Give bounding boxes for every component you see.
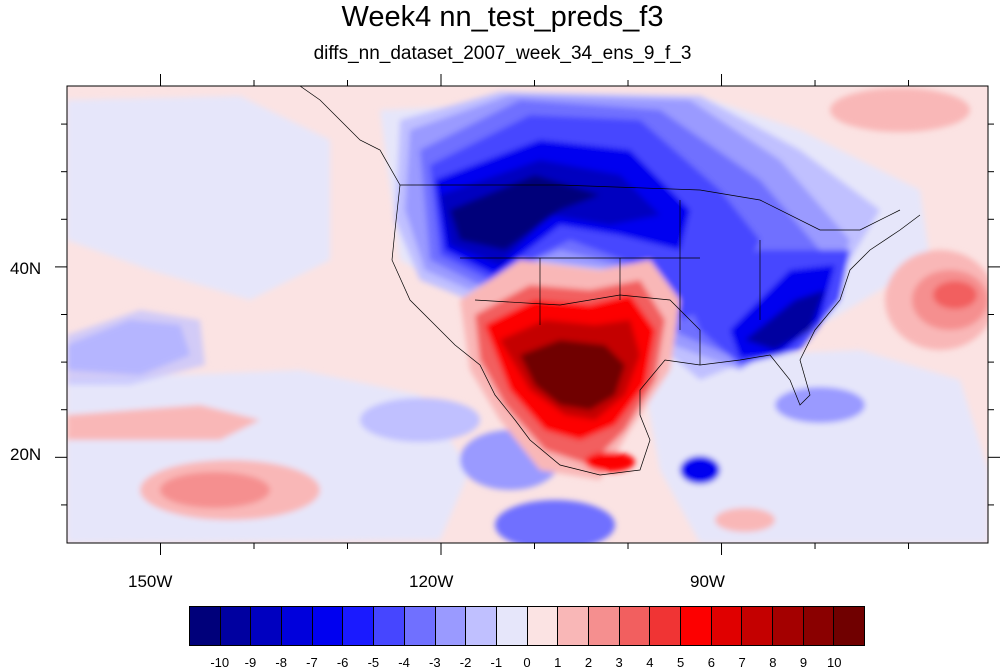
colorbar-swatch (220, 607, 252, 645)
coastline-borders (299, 86, 921, 476)
positive-anomaly-region (585, 452, 635, 472)
colorbar-tick-label: 9 (799, 655, 808, 670)
negative-anomaly-region (67, 310, 205, 385)
axis-ticks (55, 74, 1000, 555)
lon-label-120w: 120W (409, 572, 454, 591)
colorbar-swatch (681, 607, 712, 645)
colorbar-swatch (251, 607, 283, 645)
colorbar-swatch (711, 607, 743, 645)
negative-anomaly-region (680, 456, 720, 484)
positive-anomaly-region (520, 340, 625, 410)
negative-anomaly-region (745, 290, 825, 350)
colorbar-swatch (374, 607, 405, 645)
colorbar-tick-label: 10 (827, 655, 842, 670)
colorbar-swatch (742, 607, 774, 645)
colorbar-tick-label: 1 (554, 655, 562, 670)
lon-label-90w: 90W (690, 572, 725, 591)
weak-negative-region (640, 350, 988, 543)
map-subtitle: diffs_nn_dataset_2007_week_34_ens_9_f_3 (313, 43, 692, 64)
colorbar-swatch (527, 607, 559, 645)
colorbar-tick-label: -3 (429, 655, 441, 670)
negative-anomaly-region (450, 175, 600, 250)
colorbar-swatch (496, 607, 528, 645)
map-title: Week4 nn_test_preds_f3 (341, 1, 664, 33)
colorbar-tick-label: 4 (646, 655, 654, 670)
colorbar-tick-label: -10 (210, 655, 230, 670)
colorbar-swatch (404, 607, 436, 645)
negative-anomaly-region (360, 398, 480, 442)
colorbar-tick-label: -1 (490, 655, 503, 670)
colorbar-tick-label: 5 (677, 655, 685, 670)
colorbar-tick-label: -5 (367, 655, 380, 670)
colorbar-swatch (282, 607, 313, 645)
colorbar-swatch (588, 607, 620, 645)
lat-label-20n: 20N (10, 445, 42, 464)
positive-anomaly-region (830, 88, 970, 132)
colorbar-tick-label: -7 (306, 655, 318, 670)
colorbar-swatch (466, 607, 497, 645)
negative-anomaly-region (495, 500, 615, 543)
weak-negative-region (67, 96, 330, 300)
heatmap-field (67, 86, 988, 543)
colorbar-tick-label: 7 (738, 655, 746, 670)
colorbar-tick-label: 2 (584, 655, 593, 670)
colorbar-swatch (312, 607, 344, 645)
colorbar-tick-label: -2 (459, 655, 472, 670)
colorbar-swatch (190, 607, 221, 645)
colorbar-swatch (435, 607, 467, 645)
colorbar-swatch (619, 607, 651, 645)
colorbar-tick-label: -8 (275, 655, 287, 670)
colorbar-swatch (803, 607, 835, 645)
positive-anomaly-region (160, 472, 270, 508)
positive-anomaly-region (715, 508, 775, 532)
negative-anomaly-region (775, 387, 865, 423)
colorbar-tick-label: 3 (615, 655, 623, 670)
lon-label-150w: 150W (128, 572, 173, 591)
positive-anomaly-region (933, 281, 977, 309)
colorbar-tick-label: -9 (244, 655, 257, 670)
positive-anomaly-region (67, 405, 260, 440)
colorbar-tick-label: -6 (336, 655, 349, 670)
lat-label-40n: 40N (10, 259, 42, 278)
colorbar-swatch (558, 607, 589, 645)
colorbar-tick-label: -4 (398, 655, 410, 670)
colorbar-tick-label: 6 (707, 655, 715, 670)
colorbar-tick-label: 0 (523, 655, 531, 670)
colorbar-swatch (834, 607, 865, 645)
colorbar-swatch (773, 607, 804, 645)
colorbar-swatch (650, 607, 681, 645)
colorbar (189, 606, 865, 646)
colorbar-swatch (343, 607, 375, 645)
colorbar-tick-label: 8 (769, 655, 777, 670)
